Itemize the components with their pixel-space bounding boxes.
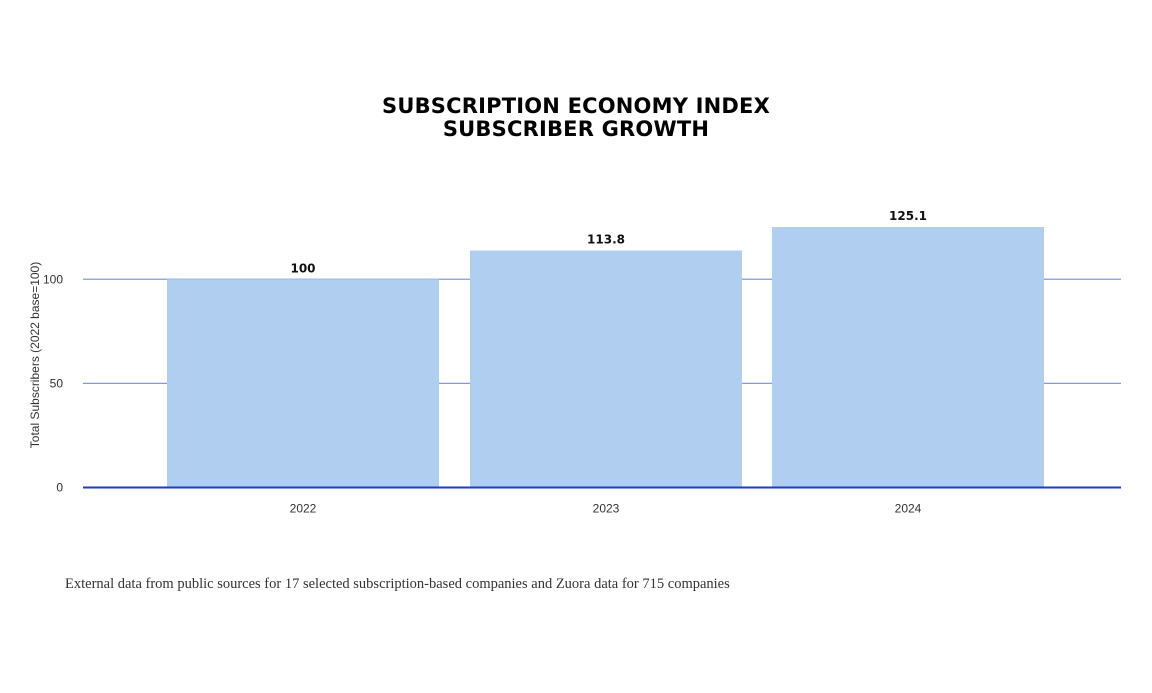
x-tick-label-2024: 2024 [895, 502, 922, 516]
chart-title-line-1: SUBSCRIPTION ECONOMY INDEX [382, 94, 770, 118]
footnote: External data from public sources for 17… [65, 576, 730, 592]
y-tick-label: 100 [43, 272, 63, 286]
bars [167, 227, 1044, 488]
y-tick-label: 0 [56, 481, 63, 495]
bar-2022 [167, 279, 439, 488]
labels: 0 50 100 100 2022 113.8 2023 125.1 2024 [43, 209, 927, 516]
data-label-2022: 100 [290, 261, 315, 275]
bar-2024 [772, 227, 1044, 488]
x-tick-label-2022: 2022 [290, 502, 317, 516]
data-label-2023: 113.8 [587, 233, 625, 247]
chart-title-line-2: SUBSCRIBER GROWTH [443, 117, 709, 141]
y-tick-label: 50 [50, 376, 64, 390]
y-axis-title: Total Subscribers (2022 base=100) [28, 262, 42, 448]
x-tick-label-2023: 2023 [593, 502, 620, 516]
data-label-2024: 125.1 [889, 209, 927, 223]
bar-2023 [470, 250, 742, 488]
